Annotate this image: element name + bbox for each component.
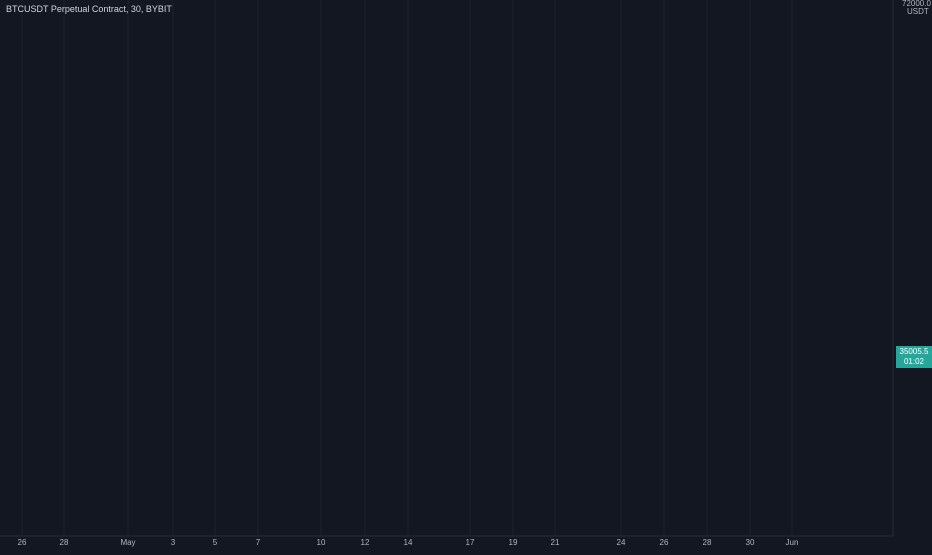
time-tick-label: 26 (18, 538, 27, 547)
time-tick-label: 7 (256, 538, 261, 547)
grid-layer (0, 0, 894, 537)
time-tick-label: 21 (551, 538, 560, 547)
time-tick-label: May (120, 538, 135, 547)
time-tick-label: 17 (466, 538, 475, 547)
time-tick-label: 5 (213, 538, 218, 547)
last-price-value: 35005.5 (899, 347, 929, 356)
axis-layer: 72000.0 USDT 25000.026100.027300.028500.… (18, 0, 932, 547)
time-tick-label: 26 (660, 538, 669, 547)
chart-title: BTCUSDT Perpetual Contract, 30, BYBIT (6, 4, 172, 14)
time-tick-label: Jun (786, 538, 799, 547)
price-axis-top-label: 72000.0 (902, 0, 931, 8)
time-tick-label: 12 (361, 538, 370, 547)
last-price-badge: 35005.5 01:02 (896, 346, 932, 368)
time-tick-label: 3 (171, 538, 176, 547)
time-tick-label: 28 (60, 538, 69, 547)
time-tick-label: 19 (509, 538, 518, 547)
time-tick-label: 14 (404, 538, 413, 547)
bar-countdown: 01:02 (903, 357, 925, 366)
price-axis-unit: USDT (907, 7, 929, 16)
time-tick-label: 10 (317, 538, 326, 547)
time-tick-label: 28 (703, 538, 712, 547)
time-tick-label: 24 (617, 538, 626, 547)
time-tick-label: 30 (746, 538, 755, 547)
